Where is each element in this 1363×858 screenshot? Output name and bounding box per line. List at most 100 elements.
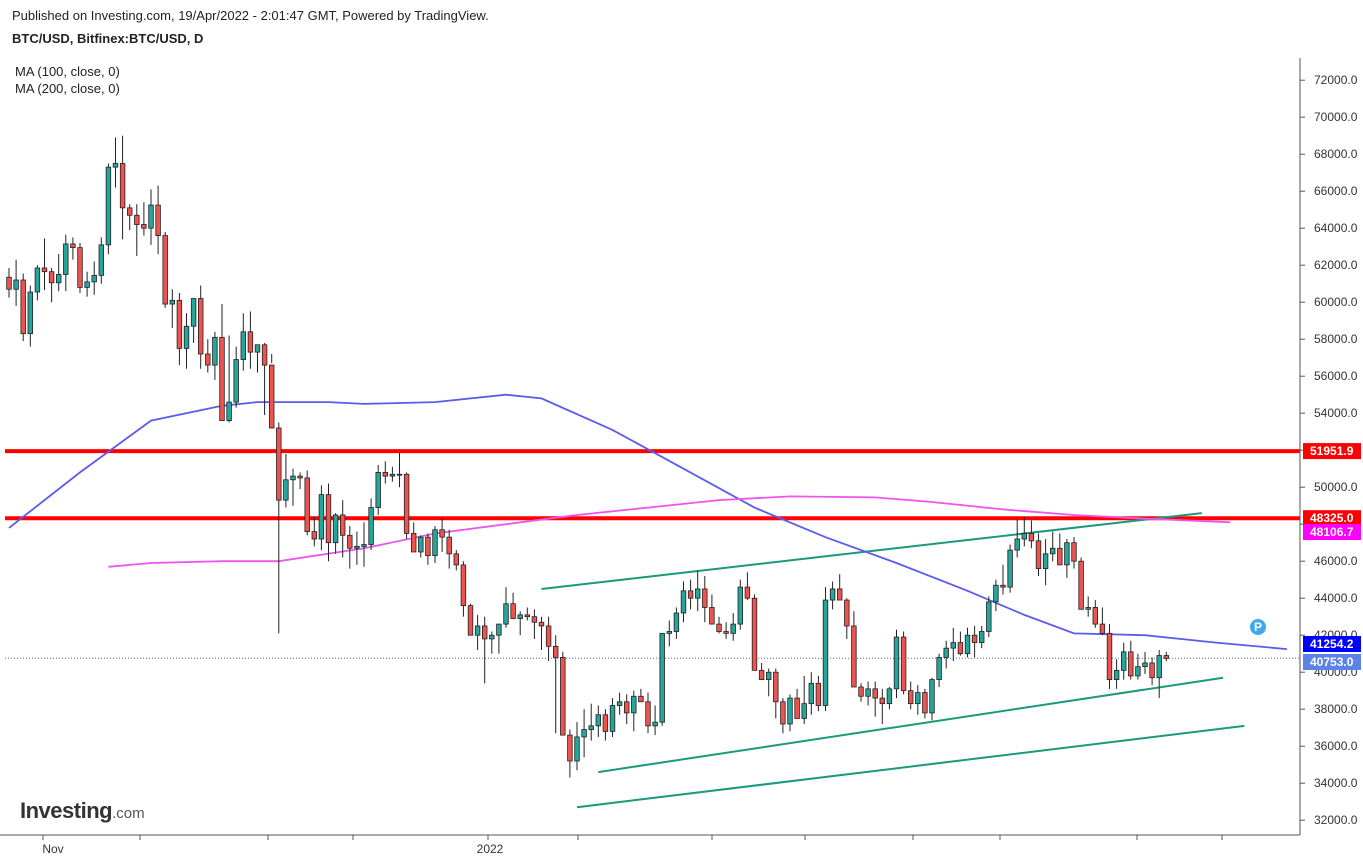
candle[interactable] [588,703,594,741]
candle[interactable] [865,681,871,706]
candle[interactable] [13,259,19,306]
candle[interactable] [609,698,616,737]
candle[interactable] [1128,640,1134,680]
candle[interactable] [986,596,992,638]
candle[interactable] [489,631,495,654]
candle[interactable] [247,311,254,369]
candle[interactable] [964,627,971,658]
candle[interactable] [1071,537,1077,569]
candle[interactable] [162,231,168,308]
candle[interactable] [1099,607,1106,636]
candle[interactable] [205,339,211,373]
candle[interactable] [780,698,786,734]
candle[interactable] [645,692,651,734]
candle[interactable] [304,470,310,536]
candle[interactable] [851,611,857,688]
candle[interactable] [460,561,467,617]
symbol-title[interactable]: BTC/USD, Bitfinex:BTC/USD, D [12,31,204,46]
candle[interactable] [801,675,807,724]
candle[interactable] [382,461,388,484]
ma200-legend[interactable]: MA (200, close, 0) [15,81,120,96]
candle[interactable] [680,581,687,623]
candle[interactable] [63,234,69,292]
candle[interactable] [1028,520,1035,549]
trendline[interactable] [598,676,1224,774]
candle[interactable] [709,594,715,625]
candle[interactable] [276,422,282,634]
candle[interactable] [837,574,843,601]
candle[interactable] [574,722,580,771]
candle[interactable] [1078,557,1084,610]
candle[interactable] [1042,539,1049,586]
candle[interactable] [638,688,644,703]
candle[interactable] [702,576,708,623]
candle[interactable] [176,292,183,366]
candle[interactable] [354,531,360,565]
candle[interactable] [560,651,566,736]
candle[interactable] [545,616,552,662]
candle[interactable] [105,163,112,255]
candle[interactable] [858,683,864,702]
candle[interactable] [524,607,530,621]
candle[interactable] [453,550,459,571]
candle[interactable] [553,635,559,734]
candle[interactable] [6,267,12,298]
candle[interactable] [375,465,381,515]
candle[interactable] [957,631,964,656]
candle[interactable] [581,709,587,758]
candle[interactable] [368,498,374,551]
candle[interactable] [439,518,445,552]
candle[interactable] [56,254,62,292]
candle[interactable] [98,237,104,284]
candle[interactable] [893,629,900,699]
p-marker[interactable]: P [1250,619,1266,635]
ma100-legend[interactable]: MA (100, close, 0) [15,64,120,79]
candle[interactable] [900,631,907,695]
candle[interactable] [1000,564,1006,595]
candle[interactable] [1113,659,1120,689]
candle[interactable] [297,472,303,490]
candle[interactable] [197,285,204,369]
candle[interactable] [1163,651,1169,662]
candle[interactable] [787,694,793,732]
candle[interactable] [829,581,836,610]
candle[interactable] [27,285,33,347]
candle[interactable] [1021,516,1027,547]
candle[interactable] [311,516,317,547]
candle[interactable] [1142,651,1148,675]
candle[interactable] [730,613,736,641]
candle[interactable] [1057,533,1063,566]
candle[interactable] [538,616,545,650]
ma100-line[interactable] [8,393,1288,650]
candle[interactable] [1050,531,1056,562]
candle[interactable] [418,535,424,558]
candle[interactable] [567,729,573,778]
candle[interactable] [1014,518,1020,558]
candle[interactable] [815,675,822,712]
candle[interactable] [744,572,751,601]
candle[interactable] [1092,600,1098,628]
candle[interactable] [517,611,523,636]
candle[interactable] [503,587,509,628]
candle[interactable] [1149,657,1155,686]
candle[interactable] [20,273,26,342]
candle[interactable] [219,304,225,422]
candle[interactable] [1156,650,1162,699]
candle[interactable] [432,526,438,564]
candle[interactable] [673,607,680,639]
candle[interactable] [240,313,246,371]
candle[interactable] [687,579,694,610]
candle[interactable] [971,625,978,658]
candle[interactable] [70,237,76,260]
candle[interactable] [652,705,658,736]
candle[interactable] [1035,533,1042,576]
candle[interactable] [602,709,609,741]
candle[interactable] [766,668,772,697]
candle[interactable] [467,603,474,636]
candle[interactable] [347,526,353,569]
candle[interactable] [226,335,232,423]
candle[interactable] [872,681,878,717]
candle[interactable] [531,609,538,639]
candle[interactable] [510,592,516,619]
